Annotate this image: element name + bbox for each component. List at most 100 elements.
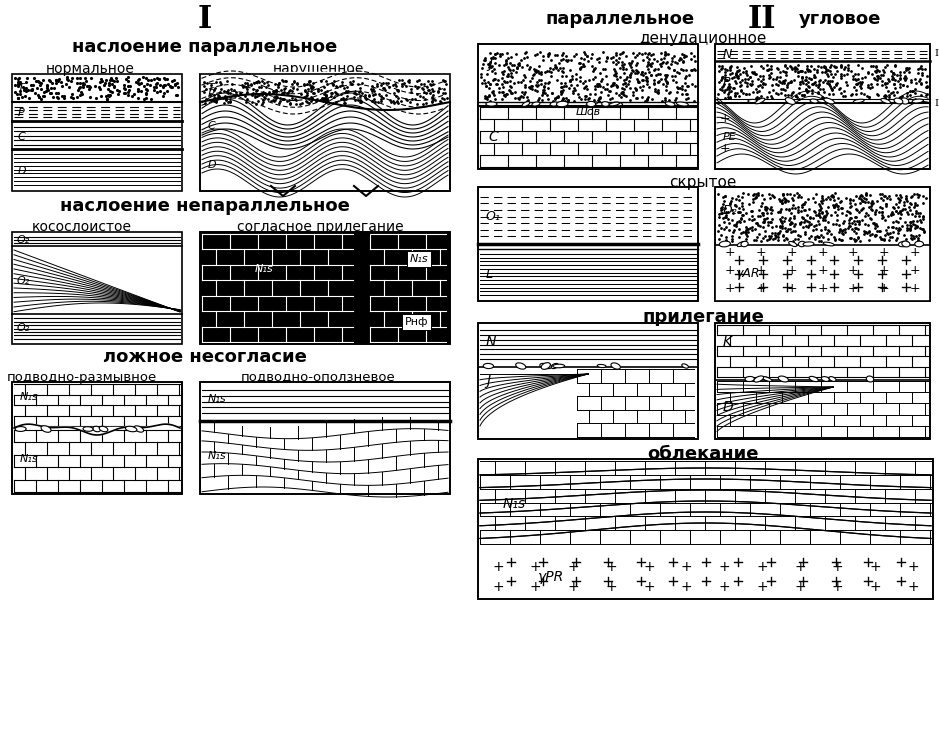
- Text: N₁s: N₁s: [20, 454, 38, 464]
- Ellipse shape: [543, 363, 551, 369]
- Text: N₁s: N₁s: [20, 392, 38, 402]
- Text: +: +: [848, 282, 858, 296]
- Ellipse shape: [798, 241, 806, 246]
- Text: γAR: γAR: [735, 267, 760, 279]
- Bar: [715, 323, 930, 439]
- Text: +: +: [725, 264, 735, 277]
- Text: K: K: [723, 335, 732, 349]
- Text: +: +: [606, 560, 617, 574]
- Text: N: N: [723, 47, 732, 61]
- Text: +: +: [606, 580, 617, 594]
- Bar: [478, 459, 933, 599]
- Text: +: +: [870, 560, 881, 574]
- Text: Шов: Шов: [576, 107, 601, 117]
- Text: нормальное: нормальное: [46, 62, 134, 76]
- Text: +: +: [786, 282, 797, 296]
- Ellipse shape: [762, 377, 772, 381]
- Text: денудационное: денудационное: [639, 31, 766, 46]
- Text: N₁s: N₁s: [503, 497, 526, 511]
- Ellipse shape: [553, 364, 564, 368]
- Text: +: +: [794, 580, 806, 594]
- Text: N₁s: N₁s: [208, 451, 226, 461]
- Ellipse shape: [666, 102, 675, 106]
- Text: O₁: O₁: [486, 210, 500, 222]
- Text: +: +: [786, 264, 797, 277]
- Text: O₂: O₂: [17, 276, 30, 286]
- Text: +: +: [794, 560, 806, 574]
- Text: D: D: [18, 166, 26, 176]
- Text: скрытое: скрытое: [670, 175, 737, 189]
- Text: согласное прилегание: согласное прилегание: [237, 220, 404, 234]
- Text: облекание: облекание: [647, 445, 759, 463]
- Ellipse shape: [676, 102, 688, 106]
- Text: +: +: [848, 246, 858, 259]
- Text: +: +: [832, 560, 843, 574]
- Text: PЕ: PЕ: [723, 132, 737, 142]
- Ellipse shape: [867, 376, 873, 382]
- Text: Е: Е: [486, 268, 494, 282]
- Text: +: +: [756, 282, 766, 296]
- Text: N₁s: N₁s: [208, 394, 226, 404]
- Text: прилегание: прилегание: [642, 308, 764, 326]
- Text: +: +: [879, 282, 889, 296]
- Ellipse shape: [551, 363, 559, 369]
- Text: +: +: [786, 246, 797, 259]
- Bar: [715, 44, 930, 169]
- Ellipse shape: [586, 102, 597, 106]
- Ellipse shape: [597, 365, 606, 368]
- Ellipse shape: [854, 99, 864, 103]
- Text: параллельное: параллельное: [546, 10, 695, 28]
- Ellipse shape: [557, 101, 568, 107]
- Ellipse shape: [803, 242, 814, 246]
- Ellipse shape: [809, 377, 818, 381]
- Text: I: I: [934, 100, 938, 109]
- Text: угловое: угловое: [799, 10, 881, 28]
- Ellipse shape: [915, 241, 924, 247]
- Ellipse shape: [822, 377, 829, 381]
- Bar: [715, 187, 930, 301]
- Text: O₂: O₂: [17, 323, 30, 333]
- Ellipse shape: [901, 241, 910, 247]
- Bar: [200, 232, 450, 344]
- Ellipse shape: [126, 426, 137, 431]
- Text: +: +: [718, 580, 731, 594]
- Text: +: +: [681, 560, 692, 574]
- Ellipse shape: [785, 97, 795, 104]
- Bar: [478, 187, 698, 301]
- Text: P: P: [208, 89, 215, 99]
- Bar: [478, 44, 698, 169]
- Text: +: +: [756, 560, 768, 574]
- Text: +: +: [492, 560, 504, 574]
- Text: +: +: [879, 246, 889, 259]
- Ellipse shape: [745, 377, 754, 381]
- Text: Pнф: Pнф: [405, 317, 428, 327]
- Polygon shape: [355, 232, 370, 310]
- Text: подводно-размывное: подводно-размывное: [7, 371, 157, 383]
- Bar: [12, 74, 182, 191]
- Text: +: +: [848, 264, 858, 277]
- Text: +: +: [910, 282, 920, 296]
- Ellipse shape: [41, 425, 51, 432]
- Ellipse shape: [894, 98, 902, 104]
- Ellipse shape: [540, 363, 549, 369]
- Text: +: +: [530, 580, 542, 594]
- Text: наслоение параллельное: наслоение параллельное: [72, 38, 338, 56]
- Text: +: +: [720, 112, 731, 126]
- Text: +: +: [718, 560, 731, 574]
- Ellipse shape: [899, 241, 909, 246]
- Text: C: C: [488, 130, 498, 144]
- Bar: [478, 459, 933, 599]
- Text: +: +: [725, 246, 735, 259]
- Ellipse shape: [612, 102, 623, 106]
- Bar: [12, 382, 182, 494]
- Text: O₂: O₂: [17, 235, 30, 245]
- Text: +: +: [817, 264, 828, 277]
- Text: +: +: [492, 580, 504, 594]
- Text: II: II: [934, 49, 939, 58]
- Text: подводно-оползневое: подводно-оползневое: [240, 371, 395, 383]
- Bar: [12, 382, 182, 494]
- Ellipse shape: [134, 426, 144, 432]
- Text: +: +: [879, 264, 889, 277]
- Ellipse shape: [762, 377, 770, 381]
- Text: +: +: [907, 580, 919, 594]
